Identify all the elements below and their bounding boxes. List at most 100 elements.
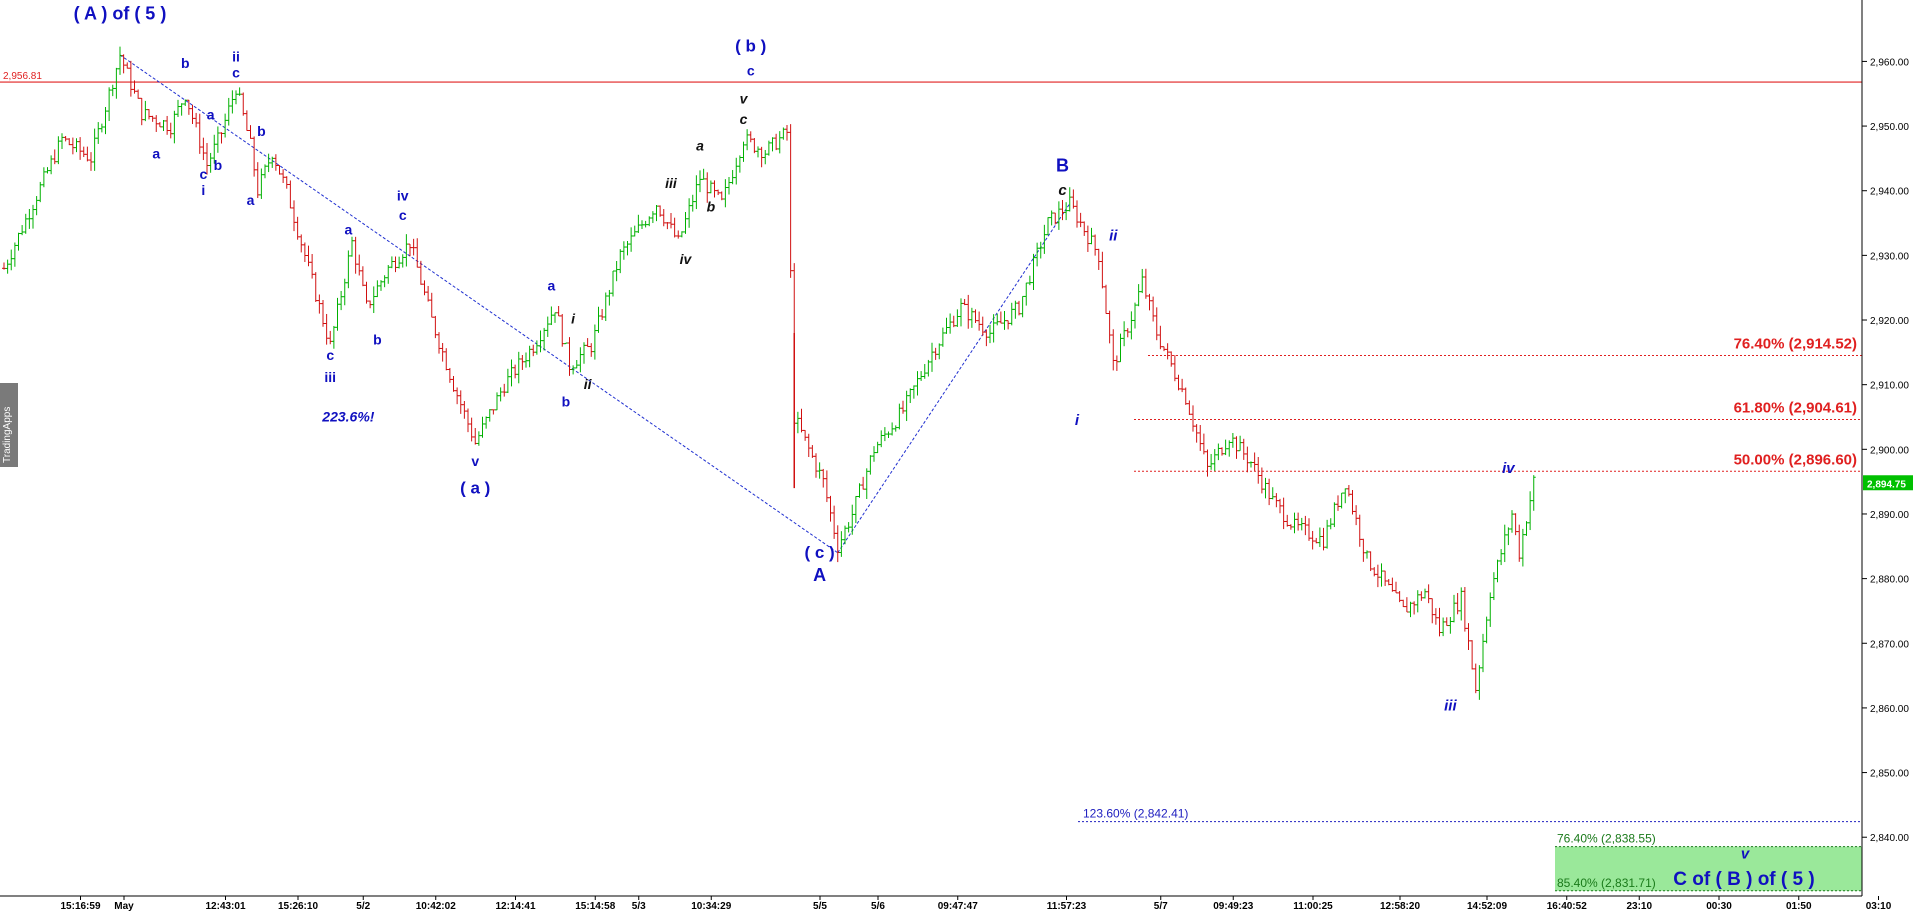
wave-label: b bbox=[707, 198, 716, 214]
wave-label: ( a ) bbox=[460, 478, 490, 497]
level-label: 85.40% (2,831.71) bbox=[1557, 876, 1656, 890]
last-price-box bbox=[1863, 475, 1913, 491]
y-tick-label: 2,940.00 bbox=[1870, 187, 1909, 198]
x-tick-label: 15:26:10 bbox=[278, 901, 318, 912]
wave-label: a bbox=[152, 145, 160, 161]
level-label: 76.40% (2,838.55) bbox=[1557, 832, 1656, 846]
wave-label: c bbox=[1058, 182, 1067, 199]
wave-label: ii bbox=[1109, 227, 1118, 244]
x-tick-label: 23:10 bbox=[1626, 901, 1652, 912]
wave-label: ( A ) of ( 5 ) bbox=[74, 3, 167, 23]
wave-label: iv bbox=[397, 187, 409, 203]
level-label: 76.40% (2,914.52) bbox=[1734, 335, 1857, 352]
x-tick-label: 12:14:41 bbox=[495, 901, 535, 912]
wave-label: ( b ) bbox=[735, 37, 766, 56]
price-bars-layer bbox=[2, 46, 1536, 700]
watermark-text: TradingApps bbox=[2, 406, 13, 463]
watermark-tab: TradingApps bbox=[0, 383, 18, 467]
wave-label: ii bbox=[584, 376, 593, 392]
x-tick-label: 10:42:02 bbox=[416, 901, 456, 912]
wave-label: v bbox=[740, 90, 749, 106]
wave-label: i bbox=[201, 182, 205, 198]
target-zone-wave-label: v bbox=[1741, 846, 1751, 863]
trend-lines-layer bbox=[119, 54, 1071, 554]
x-tick-label: May bbox=[114, 901, 134, 912]
level-label: 61.80% (2,904.61) bbox=[1734, 400, 1857, 417]
x-tick-label: 12:58:20 bbox=[1380, 901, 1420, 912]
level-label: 123.60% (2,842.41) bbox=[1083, 807, 1188, 821]
trend-line bbox=[119, 54, 839, 554]
wave-label: iii bbox=[1444, 698, 1457, 715]
y-tick-label: 2,860.00 bbox=[1870, 704, 1909, 715]
x-tick-label: 10:34:29 bbox=[691, 901, 731, 912]
x-tick-label: 5/2 bbox=[356, 901, 370, 912]
wave-label: a bbox=[247, 192, 255, 208]
wave-label: b bbox=[181, 55, 190, 71]
wave-label: a bbox=[207, 107, 215, 123]
wave-label: a bbox=[547, 277, 555, 293]
wave-label: iii bbox=[324, 369, 336, 385]
y-tick-label: 2,910.00 bbox=[1870, 381, 1909, 392]
wave-label: iv bbox=[1502, 460, 1516, 477]
wave-label: c bbox=[199, 166, 207, 182]
wave-label: b bbox=[214, 157, 223, 173]
wave-label: iv bbox=[680, 251, 693, 267]
wave-label: c bbox=[747, 63, 755, 79]
x-tick-label: 5/6 bbox=[871, 901, 885, 912]
wave-label: i bbox=[1075, 412, 1080, 429]
target-zone-layer: C of ( B ) of ( 5 ) v bbox=[1555, 846, 1862, 891]
wave-label: a bbox=[344, 222, 352, 238]
x-tick-label: 03:10 bbox=[1866, 901, 1892, 912]
x-tick-label: 16:40:52 bbox=[1547, 901, 1587, 912]
y-tick-label: 2,850.00 bbox=[1870, 769, 1909, 780]
x-tick-label: 00:30 bbox=[1706, 901, 1732, 912]
wave-label: c bbox=[399, 207, 407, 223]
wave-label: A bbox=[813, 565, 826, 585]
y-tick-label: 2,900.00 bbox=[1870, 445, 1909, 456]
x-tick-label: 5/5 bbox=[813, 901, 827, 912]
x-tick-label: 5/7 bbox=[1154, 901, 1168, 912]
x-tick-label: 15:14:58 bbox=[575, 901, 615, 912]
x-tick-label: 14:52:09 bbox=[1467, 901, 1507, 912]
level-label: 50.00% (2,896.60) bbox=[1734, 451, 1857, 468]
y-tick-label: 2,840.00 bbox=[1870, 833, 1909, 844]
y-tick-label: 2,870.00 bbox=[1870, 639, 1909, 650]
wave-label: v bbox=[471, 453, 479, 469]
last-price-label: 2,894.75 bbox=[1867, 479, 1906, 490]
wave-label: b bbox=[257, 123, 266, 139]
x-tick-label: 09:47:47 bbox=[938, 901, 978, 912]
wave-label: a bbox=[696, 138, 704, 154]
wave-label: ( c ) bbox=[805, 543, 835, 562]
wave-label: iii bbox=[665, 175, 678, 191]
wave-label: c bbox=[326, 347, 334, 363]
wave-label: 223.6%! bbox=[321, 409, 374, 425]
y-tick-label: 2,890.00 bbox=[1870, 510, 1909, 521]
y-tick-label: 2,920.00 bbox=[1870, 316, 1909, 327]
wave-label: B bbox=[1056, 155, 1069, 175]
x-tick-label: 15:16:59 bbox=[60, 901, 100, 912]
x-tick-label: 5/3 bbox=[632, 901, 646, 912]
x-tick-label: 11:00:25 bbox=[1293, 901, 1333, 912]
x-tick-label: 01:50 bbox=[1786, 901, 1812, 912]
wave-label: i bbox=[571, 310, 576, 326]
x-tick-label: 12:43:01 bbox=[205, 901, 245, 912]
y-tick-label: 2,930.00 bbox=[1870, 251, 1909, 262]
x-tick-label: 09:49:23 bbox=[1213, 901, 1253, 912]
wave-label: c bbox=[232, 65, 240, 81]
horizontal-lines-layer: 2,956.81 76.40% (2,914.52) 61.80% (2,904.6… bbox=[0, 71, 1862, 892]
wave-label: ii bbox=[232, 48, 240, 64]
x-tick-label: 11:57:23 bbox=[1047, 901, 1087, 912]
wave-label: b bbox=[373, 332, 382, 348]
target-zone-box bbox=[1555, 846, 1862, 891]
target-zone-label: C of ( B ) of ( 5 ) bbox=[1673, 869, 1814, 890]
y-tick-label: 2,950.00 bbox=[1870, 122, 1909, 133]
y-tick-label: 2,880.00 bbox=[1870, 575, 1909, 586]
wave-label: b bbox=[562, 394, 571, 410]
y-tick-label: 2,960.00 bbox=[1870, 57, 1909, 68]
level-label: 2,956.81 bbox=[3, 71, 42, 82]
